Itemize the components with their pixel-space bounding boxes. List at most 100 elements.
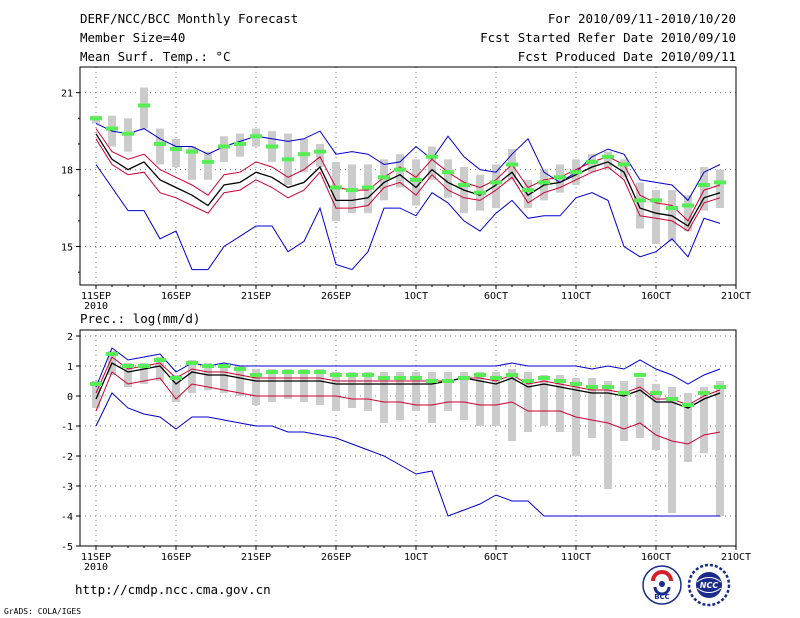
prec-observed-mark — [426, 379, 438, 383]
header-variable: Mean Surf. Temp.: °C — [80, 49, 231, 64]
temp-observed-mark — [506, 162, 518, 167]
temp-observed-mark — [490, 180, 502, 185]
prec-observed-mark — [138, 364, 150, 368]
prec-upper-line — [95, 356, 721, 406]
footer-url: http://cmdp.ncc.cma.gov.cn — [75, 582, 271, 597]
temp-xtick-label: 11OCT — [561, 291, 591, 302]
prec-observed-mark — [506, 373, 518, 377]
prec-ytick-label: -3 — [61, 482, 73, 493]
temp-lower-line — [95, 138, 721, 232]
temp-observed-mark — [362, 185, 374, 190]
prec-observed-mark — [490, 376, 502, 380]
prec-observed-mark — [442, 379, 454, 383]
prec-spread-bar — [412, 372, 420, 411]
prec-ytick-label: -4 — [61, 512, 73, 523]
prec-spread-bar — [220, 366, 228, 393]
prec-observed-mark — [634, 373, 646, 377]
prec-spread-bar — [636, 378, 644, 438]
prec-observed-mark — [714, 385, 726, 389]
temp-observed-mark — [154, 141, 166, 146]
prec-spread-bar — [476, 372, 484, 426]
prec-observed-mark — [330, 373, 342, 377]
prec-spread-bar — [92, 381, 100, 408]
prec-observed-mark — [522, 379, 534, 383]
bcc-logo-text: BCC — [654, 593, 670, 601]
prec-observed-mark — [698, 391, 710, 395]
temp-ytick-label: 21 — [61, 89, 73, 100]
prec-spread-bar — [428, 372, 436, 423]
prec-observed-mark — [602, 385, 614, 389]
prec-observed-mark — [362, 373, 374, 377]
prec-ytick-label: -1 — [61, 422, 73, 433]
temp-spread-bar — [620, 159, 628, 178]
prec-max-line — [95, 347, 721, 388]
temp-observed-mark — [682, 203, 694, 208]
temp-ytick-label: 18 — [61, 166, 73, 177]
temp-spread-bar — [636, 182, 644, 229]
header-title: DERF/NCC/BCC Monthly Forecast — [80, 11, 298, 26]
prec-observed-mark — [154, 358, 166, 362]
prec-spread-bar — [332, 372, 340, 411]
ncc-logo: NCC — [687, 563, 731, 607]
temp-observed-mark — [586, 159, 598, 164]
footer-credit: GrADS: COLA/IGES — [4, 607, 81, 616]
prec-spread-bar — [492, 372, 500, 426]
header-started: Fcst Started Refer Date 2010/09/10 — [480, 30, 736, 45]
temp-observed-mark — [266, 144, 278, 149]
prec-spread-bar — [284, 369, 292, 399]
prec-observed-mark — [538, 376, 550, 380]
temp-spread-bar — [716, 169, 724, 209]
prec-xtick-label: 1OCT — [404, 552, 428, 563]
prec-observed-mark — [90, 382, 102, 386]
prec-observed-mark — [202, 364, 214, 368]
prec-lower-line — [95, 371, 721, 445]
prec-observed-mark — [618, 391, 630, 395]
temp-spread-bar — [204, 151, 212, 180]
prec-spread-bar — [444, 372, 452, 411]
prec-observed-mark — [474, 373, 486, 377]
temp-observed-mark — [314, 149, 326, 154]
prec-spread-bar — [380, 372, 388, 423]
temp-observed-mark — [666, 206, 678, 211]
prec-observed-mark — [314, 370, 326, 374]
prec-spread-bar — [236, 366, 244, 396]
prec-xtick-label: 2010 — [84, 562, 108, 573]
temp-observed-mark — [346, 188, 358, 193]
temp-xtick-label: 1OCT — [404, 291, 428, 302]
temp-observed-mark — [570, 170, 582, 175]
prec-observed-mark — [394, 376, 406, 380]
temp-xtick-label: 21OCT — [721, 291, 751, 302]
prec-observed-mark — [410, 376, 422, 380]
temp-observed-mark — [714, 180, 726, 185]
prec-spread-bar — [316, 369, 324, 405]
temp-observed-mark — [410, 177, 422, 182]
header-produced: Fcst Produced Date 2010/09/11 — [518, 49, 736, 64]
prec-spread-bar — [620, 381, 628, 441]
prec-spread-bar — [300, 369, 308, 402]
prec-spread-bar — [460, 372, 468, 420]
prec-observed-mark — [250, 373, 262, 377]
temp-xtick-label: 6OCT — [484, 291, 508, 302]
temp-spread-bar — [492, 164, 500, 209]
temp-observed-mark — [394, 167, 406, 172]
prec-spread-bar — [364, 372, 372, 411]
prec-xtick-label: 21SEP — [241, 552, 271, 563]
header-period: For 2010/09/11-2010/10/20 — [548, 11, 736, 26]
prec-spread-bar — [172, 375, 180, 402]
prec-spread-bar — [588, 378, 596, 438]
temp-observed-mark — [330, 185, 342, 190]
prec-spread-bar — [156, 357, 164, 381]
temp-observed-mark — [202, 159, 214, 164]
prec-observed-mark — [666, 397, 678, 401]
temp-observed-mark — [650, 198, 662, 203]
temp-xtick-label: 21SEP — [241, 291, 271, 302]
prec-min-line — [95, 392, 720, 517]
prec-spread-bar — [396, 372, 404, 420]
temp-observed-mark — [442, 170, 454, 175]
prec-spread-bar — [604, 381, 612, 489]
prec-ytick-label: 2 — [67, 332, 73, 343]
prec-spread-bar — [652, 384, 660, 450]
